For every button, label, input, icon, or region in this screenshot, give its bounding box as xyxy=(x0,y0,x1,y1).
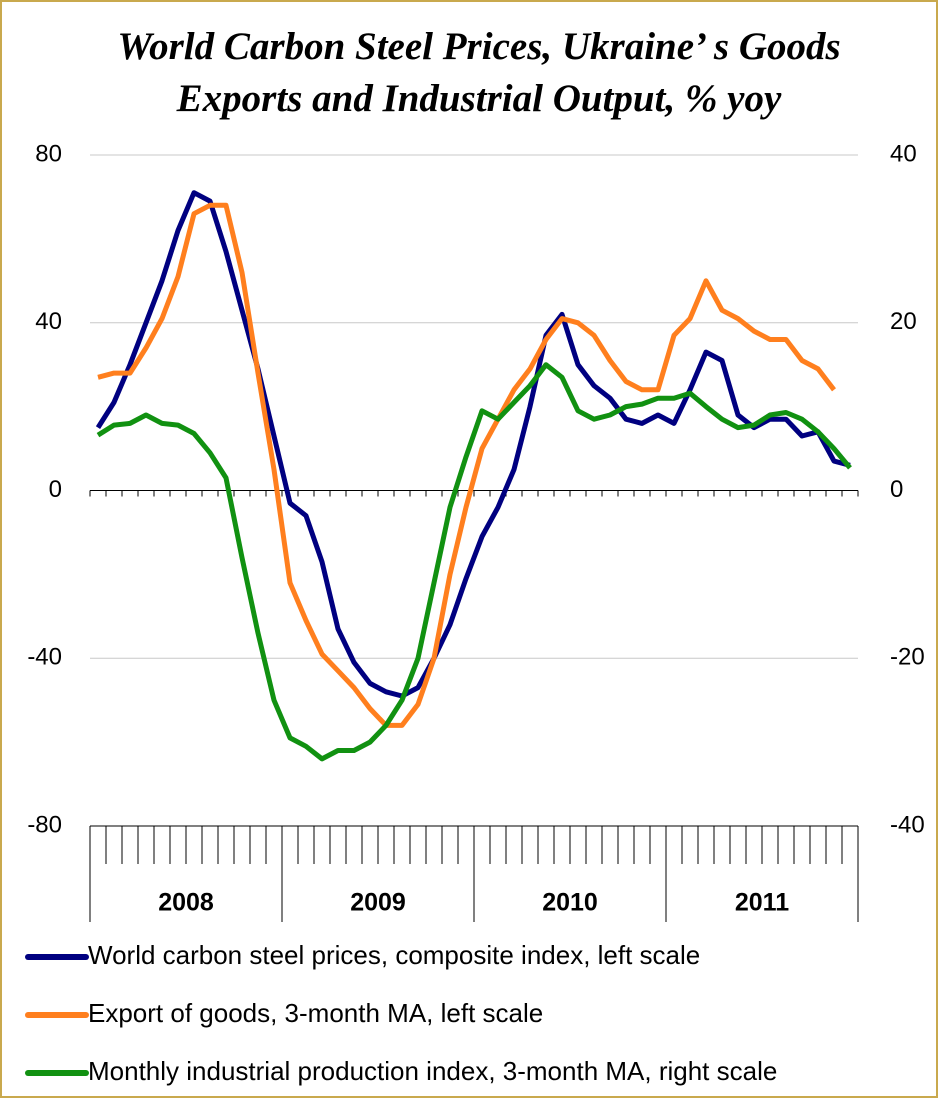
y2-tick-label: -20 xyxy=(890,644,925,671)
legend-label: World carbon steel prices, composite ind… xyxy=(88,940,700,970)
y2-tick-label: 0 xyxy=(890,476,903,503)
x-tick-label: 2009 xyxy=(350,889,406,917)
y-tick-label: 0 xyxy=(49,476,62,503)
legend-label: Monthly industrial production index, 3-m… xyxy=(88,1056,777,1086)
legend-label: Export of goods, 3-month MA, left scale xyxy=(88,998,543,1028)
x-tick-label: 2008 xyxy=(158,889,214,917)
y-tick-label: 80 xyxy=(35,140,62,167)
y2-tick-label: 40 xyxy=(890,140,917,167)
x-tick-label: 2010 xyxy=(542,889,598,917)
series-line xyxy=(95,190,851,699)
y2-tick-label: -40 xyxy=(890,811,925,838)
chart-title: World Carbon Steel Prices, Ukraine’ s Go… xyxy=(117,25,840,68)
y2-tick-label: 20 xyxy=(890,308,917,335)
series-line xyxy=(96,362,852,762)
series-line xyxy=(97,202,836,728)
y-tick-label: -80 xyxy=(27,811,62,838)
y-tick-label: 40 xyxy=(35,308,62,335)
chart-title: Exports and Industrial Output, % yoy xyxy=(176,77,782,120)
y-tick-label: -40 xyxy=(27,644,62,671)
x-tick-label: 2011 xyxy=(735,889,789,917)
